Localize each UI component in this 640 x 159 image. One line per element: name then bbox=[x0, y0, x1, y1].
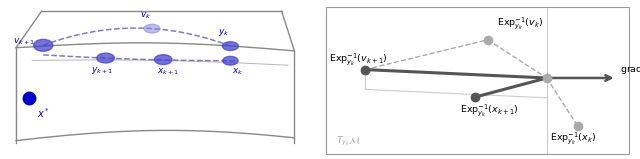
Ellipse shape bbox=[223, 42, 238, 51]
FancyBboxPatch shape bbox=[326, 7, 629, 154]
Text: $y_k$: $y_k$ bbox=[218, 27, 230, 38]
Ellipse shape bbox=[223, 56, 238, 65]
Text: $v_k$: $v_k$ bbox=[140, 10, 151, 21]
Ellipse shape bbox=[97, 53, 115, 63]
Text: $x^*$: $x^*$ bbox=[37, 107, 50, 120]
Text: $\mathrm{Exp}^{-1}_{y_k}(v_{k+1})$: $\mathrm{Exp}^{-1}_{y_k}(v_{k+1})$ bbox=[330, 51, 388, 67]
Ellipse shape bbox=[34, 39, 53, 51]
Text: $\mathrm{Exp}^{-1}_{y_k}(x_{k+1})$: $\mathrm{Exp}^{-1}_{y_k}(x_{k+1})$ bbox=[460, 102, 518, 118]
Text: $\mathrm{Exp}^{-1}_{y_k}(v_k)$: $\mathrm{Exp}^{-1}_{y_k}(v_k)$ bbox=[497, 15, 543, 31]
Text: $x_k$: $x_k$ bbox=[232, 67, 243, 77]
Text: $x_{k+1}$: $x_{k+1}$ bbox=[157, 66, 179, 77]
Ellipse shape bbox=[144, 24, 160, 33]
Text: $v_{k+1}$: $v_{k+1}$ bbox=[13, 36, 35, 47]
Text: $y_{k+1}$: $y_{k+1}$ bbox=[91, 65, 114, 76]
Text: $\mathrm{Exp}^{-1}_{y_k}(x_k)$: $\mathrm{Exp}^{-1}_{y_k}(x_k)$ bbox=[550, 130, 596, 146]
Text: $T_{y_k}\mathcal{M}$: $T_{y_k}\mathcal{M}$ bbox=[335, 135, 361, 148]
Text: $\mathrm{grad}f(y_k)$: $\mathrm{grad}f(y_k)$ bbox=[620, 63, 640, 76]
Ellipse shape bbox=[154, 55, 172, 65]
